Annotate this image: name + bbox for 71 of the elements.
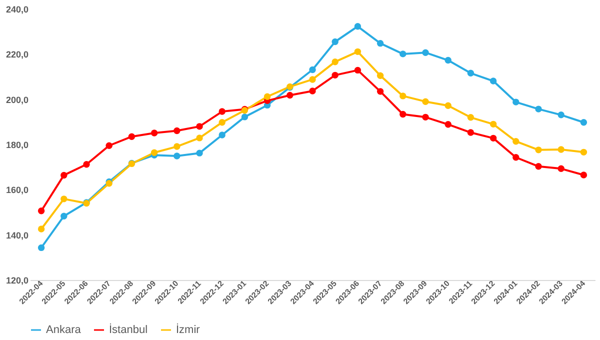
point	[558, 146, 564, 153]
point	[354, 23, 362, 30]
point	[490, 134, 497, 142]
point	[196, 150, 203, 156]
point	[467, 129, 474, 136]
legend-label: İzmir	[176, 323, 200, 336]
legend-label: Ankara	[46, 324, 82, 336]
y-tick-label: 240,0	[6, 4, 28, 14]
y-tick-label: 220,0	[6, 50, 28, 60]
legend-label: İstanbul	[109, 323, 148, 336]
point	[400, 50, 406, 58]
point	[332, 72, 338, 79]
point	[106, 142, 112, 149]
point	[467, 70, 474, 76]
point	[150, 130, 158, 136]
point	[174, 152, 180, 160]
point	[512, 98, 520, 106]
point	[174, 127, 180, 134]
point	[309, 66, 316, 74]
point	[444, 56, 452, 64]
point	[128, 133, 136, 140]
point	[400, 110, 406, 118]
point	[150, 149, 158, 156]
point	[218, 119, 226, 126]
point	[444, 102, 452, 110]
point	[196, 123, 203, 130]
point	[309, 88, 316, 94]
point	[376, 88, 384, 95]
point	[354, 48, 362, 56]
point	[512, 154, 520, 161]
point	[83, 161, 90, 168]
y-tick-label: 140,0	[6, 230, 28, 240]
point	[196, 134, 203, 142]
point	[241, 114, 248, 120]
point	[332, 38, 338, 46]
point	[422, 114, 429, 121]
point	[400, 92, 406, 100]
point	[580, 148, 588, 156]
point	[264, 93, 271, 100]
point	[558, 112, 564, 118]
point	[60, 212, 68, 220]
y-tick-label: 180,0	[6, 140, 28, 150]
point	[376, 40, 384, 47]
point	[218, 132, 226, 138]
point	[218, 108, 226, 115]
point	[38, 244, 45, 252]
point	[376, 72, 384, 79]
y-tick-label: 160,0	[6, 185, 28, 196]
point	[38, 226, 45, 232]
point	[354, 66, 362, 74]
point	[512, 138, 520, 145]
point	[174, 143, 180, 150]
point	[286, 92, 294, 99]
point	[38, 208, 45, 214]
point	[422, 49, 429, 56]
point	[60, 172, 68, 179]
point	[490, 78, 497, 84]
point	[490, 120, 497, 128]
point	[60, 196, 68, 202]
point	[535, 146, 542, 154]
point	[467, 114, 474, 121]
point	[535, 106, 542, 112]
point	[580, 119, 588, 126]
point	[558, 165, 564, 172]
point	[444, 121, 452, 128]
point	[332, 58, 338, 66]
point	[580, 172, 588, 178]
point	[422, 98, 429, 105]
y-tick-label: 200,0	[6, 94, 28, 105]
point	[309, 76, 316, 83]
point	[535, 163, 542, 170]
